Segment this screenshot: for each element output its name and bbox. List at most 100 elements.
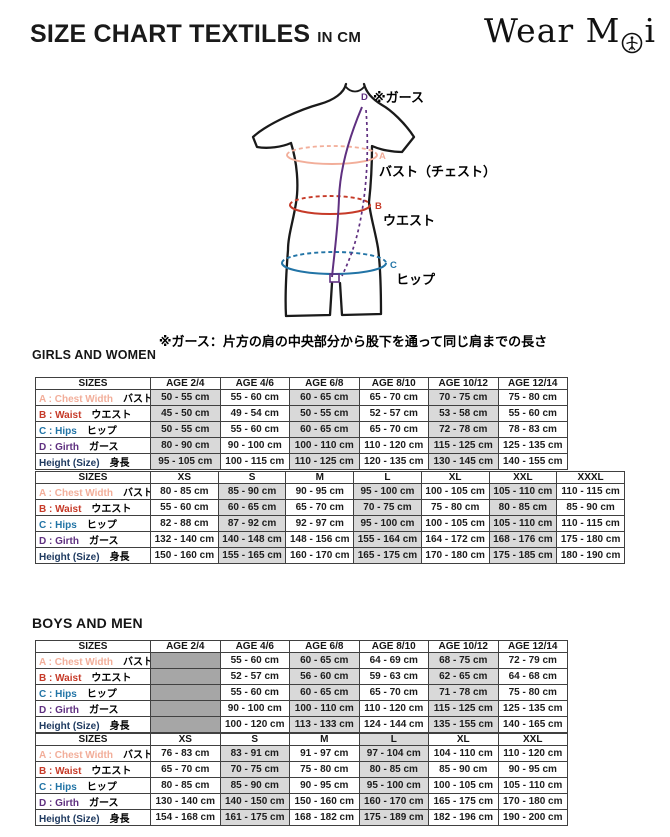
- row-label: A : Chest Width バスト: [35, 389, 151, 406]
- value-cell: 80 - 85 cm: [358, 761, 429, 778]
- page-title-text: SIZE CHART TEXTILES: [30, 20, 311, 48]
- value-cell: 65 - 70 cm: [358, 421, 429, 438]
- row-label: B : Waist ウエスト: [35, 499, 151, 516]
- value-cell: 182 - 196 cm: [428, 809, 499, 826]
- value-cell: 164 - 172 cm: [420, 531, 490, 548]
- row-label-en: D : Girth: [39, 798, 79, 809]
- value-cell: 92 - 97 cm: [285, 515, 355, 532]
- measure-row: Height (Size) 身長 100 - 120 cm 113 - 133 cm 1…: [35, 716, 568, 733]
- value-cell: 80 - 90 cm: [150, 437, 221, 454]
- value-cell: 150 - 160 cm: [289, 793, 360, 810]
- value-cell: 110 - 115 cm: [556, 483, 625, 500]
- column-header: AGE 6/8: [289, 640, 360, 653]
- value-cell: 64 - 69 cm: [358, 652, 429, 669]
- value-cell: 60 - 65 cm: [289, 684, 360, 701]
- measure-row: D : Girth ガース 80 - 90 cm 90 - 100 cm 100 - 1…: [35, 437, 568, 454]
- boys-size-table: SIZES XS S M L XL XXL A : Chest Width バスト 76 - 83…: [35, 733, 568, 826]
- value-cell: 65 - 70 cm: [150, 761, 221, 778]
- row-label-en: C : Hips: [39, 520, 77, 531]
- row-label-en: A : Chest Width: [39, 394, 113, 405]
- value-cell: 130 - 145 cm: [428, 453, 499, 470]
- value-cell: 175 - 185 cm: [488, 547, 558, 564]
- value-cell: 125 - 135 cm: [497, 437, 568, 454]
- value-cell: 70 - 75 cm: [219, 761, 290, 778]
- value-cell: 100 - 115 cm: [219, 453, 290, 470]
- row-label-en: D : Girth: [39, 705, 79, 716]
- value-cell: 175 - 180 cm: [556, 531, 625, 548]
- column-header: S: [217, 471, 287, 484]
- row-label: Height (Size) 身長: [35, 716, 151, 733]
- measure-row: A : Chest Width バスト 50 - 55 cm 55 - 60 cm 60…: [35, 389, 568, 406]
- value-cell: 125 - 135 cm: [497, 700, 568, 717]
- row-label-jp: バスト: [122, 750, 151, 761]
- measurement-diagram: D ※ガース A バスト（チェスト） B ウエスト C ヒップ: [251, 82, 496, 318]
- value-cell: 52 - 57 cm: [219, 668, 290, 685]
- value-cell: 55 - 60 cm: [219, 389, 290, 406]
- row-label-jp: ガース: [89, 798, 119, 809]
- value-cell: 165 - 175 cm: [428, 793, 499, 810]
- value-cell: 55 - 60 cm: [219, 684, 290, 701]
- value-cell: 135 - 155 cm: [428, 716, 499, 733]
- row-label-en: A : Chest Width: [39, 750, 113, 761]
- corner-header: SIZES: [35, 471, 151, 484]
- value-cell: 83 - 91 cm: [219, 745, 290, 762]
- column-header: XXL: [488, 471, 558, 484]
- value-cell: 55 - 60 cm: [219, 652, 290, 669]
- row-label-jp: ヒップ: [86, 520, 117, 531]
- value-cell: 165 - 175 cm: [353, 547, 422, 564]
- value-cell: 60 - 65 cm: [289, 652, 360, 669]
- value-cell: 55 - 60 cm: [219, 421, 290, 438]
- measure-row: B : Waist ウエスト 65 - 70 cm 70 - 75 cm 75 - 80…: [35, 761, 568, 778]
- row-label: D : Girth ガース: [35, 531, 151, 548]
- value-cell: 120 - 135 cm: [358, 453, 429, 470]
- row-label-jp: ガース: [89, 705, 119, 716]
- value-cell: 80 - 85 cm: [150, 777, 221, 794]
- row-label-jp: ウエスト: [91, 504, 132, 515]
- value-cell: 90 - 100 cm: [219, 700, 290, 717]
- row-label: B : Waist ウエスト: [35, 761, 151, 778]
- value-cell: 100 - 105 cm: [420, 515, 490, 532]
- value-cell: 82 - 88 cm: [150, 515, 219, 532]
- row-label: Height (Size) 身長: [35, 547, 151, 564]
- column-header: AGE 10/12: [428, 377, 499, 390]
- logo-text-right: i: [644, 11, 656, 50]
- value-cell: 60 - 65 cm: [289, 421, 360, 438]
- column-header: XL: [420, 471, 490, 484]
- girls-age-table: SIZES AGE 2/4 AGE 4/6 AGE 6/8 AGE 8/10 AGE 10…: [35, 377, 568, 470]
- row-label-en: C : Hips: [39, 689, 77, 700]
- value-cell: 175 - 189 cm: [358, 809, 429, 826]
- row-label-jp: ガース: [89, 442, 119, 453]
- value-cell: [150, 700, 221, 717]
- column-header: AGE 2/4: [150, 640, 221, 653]
- value-cell: 100 - 110 cm: [289, 700, 360, 717]
- value-cell: 140 - 165 cm: [497, 716, 568, 733]
- value-cell: 71 - 78 cm: [428, 684, 499, 701]
- value-cell: 55 - 60 cm: [497, 405, 568, 422]
- value-cell: 75 - 80 cm: [497, 389, 568, 406]
- column-header: AGE 12/14: [497, 640, 568, 653]
- dancer-circle-icon: [621, 23, 643, 53]
- value-cell: 65 - 70 cm: [285, 499, 355, 516]
- value-cell: 154 - 168 cm: [150, 809, 221, 826]
- value-cell: 161 - 175 cm: [219, 809, 290, 826]
- column-header: AGE 12/14: [497, 377, 568, 390]
- girth-note: ※ガース：片方の肩の中央部分から股下を通って同じ肩までの長さ: [158, 334, 548, 349]
- value-cell: 60 - 65 cm: [217, 499, 287, 516]
- value-cell: [150, 716, 221, 733]
- value-cell: 76 - 83 cm: [150, 745, 221, 762]
- measure-row: D : Girth ガース 132 - 140 cm 140 - 148 cm 148 …: [35, 531, 625, 548]
- value-cell: 97 - 104 cm: [358, 745, 429, 762]
- girls-section-heading: GIRLS AND WOMEN: [32, 348, 157, 362]
- measure-row: C : Hips ヒップ 55 - 60 cm 60 - 65 cm 65 - 70 c…: [35, 684, 568, 701]
- value-cell: 90 - 100 cm: [219, 437, 290, 454]
- value-cell: 49 - 54 cm: [219, 405, 290, 422]
- row-label: C : Hips ヒップ: [35, 684, 151, 701]
- value-cell: 80 - 85 cm: [488, 499, 558, 516]
- value-cell: 180 - 190 cm: [556, 547, 625, 564]
- row-label: A : Chest Width バスト: [35, 652, 151, 669]
- value-cell: 70 - 75 cm: [353, 499, 422, 516]
- row-label: A : Chest Width バスト: [35, 483, 151, 500]
- column-header: M: [289, 733, 360, 746]
- value-cell: 95 - 100 cm: [353, 515, 422, 532]
